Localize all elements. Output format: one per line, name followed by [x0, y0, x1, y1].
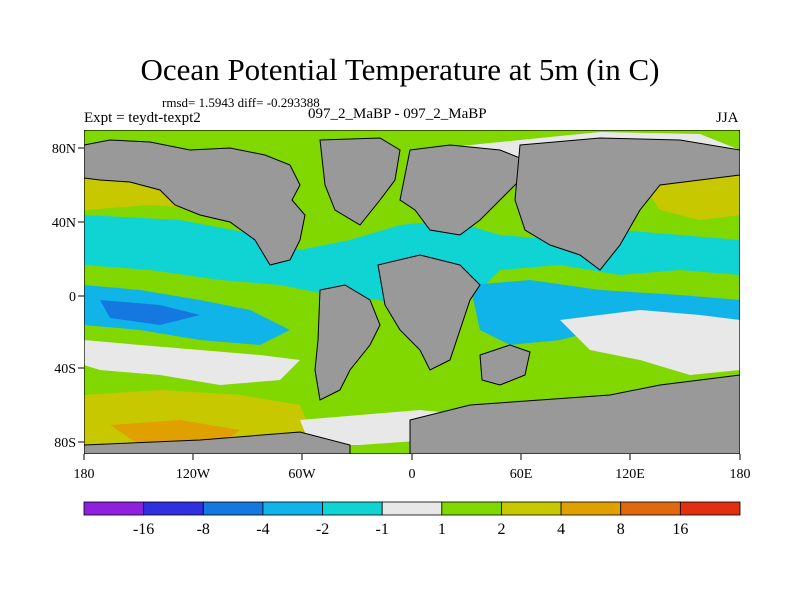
colorbar-label: -16 [133, 521, 154, 538]
colorbar-swatch [620, 501, 681, 516]
greenland-landmass [319, 137, 401, 226]
africa-landmass [377, 254, 481, 371]
antarctica-landmass [409, 374, 740, 454]
axis-ticks [78, 147, 741, 460]
colorbar-swatch [560, 501, 622, 516]
lat-label: 0 [69, 290, 76, 305]
lon-label: 180 [74, 467, 95, 482]
temp-region-white [560, 310, 740, 375]
temp-region-darkblue [100, 300, 200, 325]
lon-tick-labels: 180 120W 60W 0 60E 120E 180 [74, 467, 751, 482]
case-names: 097_2_MaBP - 097_2_MaBP [308, 106, 487, 122]
colorbar-label: -4 [256, 521, 269, 538]
colorbar-swatch [202, 501, 264, 516]
colorbar-swatch [143, 501, 204, 516]
lat-label: 80S [54, 436, 76, 451]
colorbar-labels: -16 -8 -4 -2 -1 1 2 4 8 16 [133, 521, 688, 538]
lat-label: 40S [54, 362, 76, 377]
colorbar-label: -2 [316, 521, 329, 538]
colorbar-swatch [381, 501, 443, 516]
lon-label: 60E [510, 467, 533, 482]
rmsd-diff-stats: rmsd= 1.5943 diff= -0.293388 [162, 95, 320, 110]
colorbar-label: -8 [197, 521, 210, 538]
colorbar-swatch [262, 501, 323, 516]
asia-landmass [514, 137, 740, 271]
lat-label: 80N [52, 142, 76, 157]
season-label: JJA [716, 110, 739, 126]
colorbar-label: -1 [376, 521, 389, 538]
lon-label: 60W [288, 467, 316, 482]
colorbar-label: 2 [497, 521, 505, 538]
south-america-landmass [314, 284, 381, 401]
colorbar-swatch [441, 501, 502, 516]
land-masses [84, 137, 740, 454]
colorbar [83, 501, 741, 516]
colorbar-swatch [501, 501, 562, 516]
colorbar-swatch [83, 501, 145, 516]
north-america-landmass [84, 139, 306, 266]
colorbar-label: 4 [557, 521, 565, 538]
map-field [84, 130, 740, 454]
experiment-label: Expt = teydt-texpt2 [84, 110, 201, 126]
colorbar-swatch [679, 501, 741, 516]
map-title: Ocean Potential Temperature at 5m (in C) [140, 52, 660, 87]
lon-label: 120W [176, 467, 211, 482]
australia-landmass [479, 344, 531, 386]
temp-region-white [84, 340, 300, 385]
lon-label: 0 [409, 467, 416, 482]
colorbar-label: 16 [672, 521, 688, 538]
colorbar-swatch [322, 501, 383, 516]
antarctica-west-landmass [84, 431, 351, 454]
lon-label: 120E [615, 467, 645, 482]
lat-label: 40N [52, 216, 76, 231]
lon-label: 180 [730, 467, 751, 482]
lat-tick-labels: 80N 40N 0 40S 80S [52, 142, 76, 451]
europe-landmass [399, 144, 526, 236]
colorbar-label: 1 [438, 521, 446, 538]
temp-region-orange [110, 420, 240, 445]
colorbar-label: 8 [617, 521, 625, 538]
